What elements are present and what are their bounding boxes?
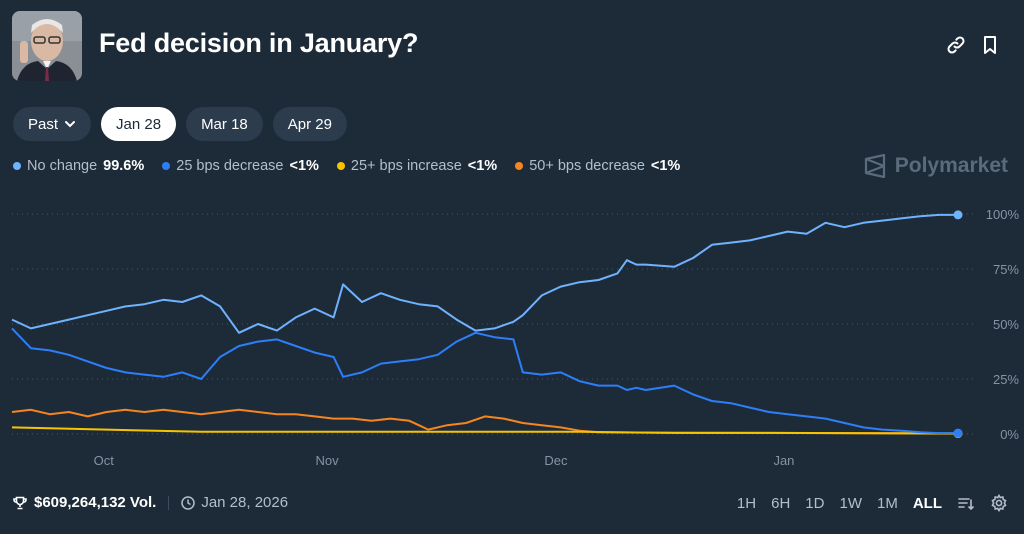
divider: [168, 495, 170, 510]
legend-label: No change: [27, 158, 98, 174]
x-tick-label: Oct: [94, 453, 115, 468]
series-line-25-bps-increase: [11, 426, 959, 435]
clock-icon: [181, 495, 196, 510]
past-dropdown-label: Past: [28, 115, 59, 133]
past-dropdown[interactable]: Past: [13, 107, 92, 141]
legend-dot: [336, 162, 345, 170]
series-line-no-change: [11, 213, 958, 334]
polymarket-logo: Polymarket: [864, 154, 1008, 178]
legend-value: 99.6%: [103, 158, 145, 174]
tab-apr-29[interactable]: Apr 29: [272, 107, 347, 141]
sort-icon[interactable]: [957, 494, 975, 512]
range-1m[interactable]: 1M: [876, 494, 898, 512]
bookmark-icon[interactable]: [980, 34, 1000, 56]
range-1w[interactable]: 1W: [839, 494, 862, 512]
legend-no-change: No change 99.6%: [13, 158, 144, 174]
series-endpoint: [953, 210, 963, 220]
page-title: Fed decision in January?: [99, 28, 419, 58]
trophy-icon: [13, 496, 27, 509]
probability-chart[interactable]: 100% 75% 50% 25% 0% Oct Nov Dec Jan: [0, 195, 1024, 475]
range-6h[interactable]: 6H: [771, 494, 791, 512]
y-tick-label: 0%: [1000, 427, 1019, 442]
legend-value: <1%: [467, 158, 498, 174]
series-line-25-bps-decrease: [11, 327, 958, 435]
link-icon[interactable]: [946, 34, 966, 56]
series-line-50-bps-decrease: [11, 408, 959, 435]
legend-value: <1%: [289, 158, 319, 174]
tab-mar-18[interactable]: Mar 18: [186, 107, 263, 141]
tab-jan-28[interactable]: Jan 28: [101, 107, 177, 141]
y-tick-label: 75%: [993, 262, 1019, 277]
settings-icon[interactable]: [990, 494, 1008, 512]
range-1h[interactable]: 1H: [736, 494, 757, 512]
legend-dot: [13, 162, 21, 170]
legend-25-bps-increase: 25+ bps increase <1%: [336, 158, 498, 174]
market-avatar: [12, 11, 82, 81]
time-range-selector: 1H 6H 1D 1W 1M ALL: [737, 494, 1008, 512]
volume-text: $609,264,132 Vol.: [34, 494, 157, 511]
legend-label: 50+ bps decrease: [529, 158, 645, 174]
y-tick-label: 25%: [993, 372, 1019, 387]
brand-name: Polymarket: [894, 154, 1008, 177]
x-tick-label: Jan: [773, 453, 794, 468]
x-tick-label: Dec: [544, 453, 568, 468]
end-date: Jan 28, 2026: [201, 494, 289, 511]
legend-dot: [162, 162, 171, 170]
legend-dot: [515, 162, 524, 170]
legend-value: <1%: [650, 158, 681, 174]
polymarket-icon: [864, 154, 885, 178]
range-1d[interactable]: 1D: [805, 494, 825, 512]
range-all[interactable]: ALL: [912, 494, 942, 512]
chart-legend: No change 99.6% 25 bps decrease <1% 25+ …: [13, 158, 680, 174]
legend-50-bps-decrease: 50+ bps decrease <1%: [515, 158, 680, 174]
legend-label: 25 bps decrease: [176, 158, 284, 174]
chevron-down-icon: [65, 121, 76, 128]
legend-label: 25+ bps increase: [350, 158, 462, 174]
x-tick-label: Nov: [315, 453, 339, 468]
legend-25-bps-decrease: 25 bps decrease <1%: [162, 158, 319, 174]
y-tick-label: 50%: [993, 317, 1019, 332]
y-tick-label: 100%: [986, 207, 1020, 222]
series-endpoint: [953, 428, 963, 438]
